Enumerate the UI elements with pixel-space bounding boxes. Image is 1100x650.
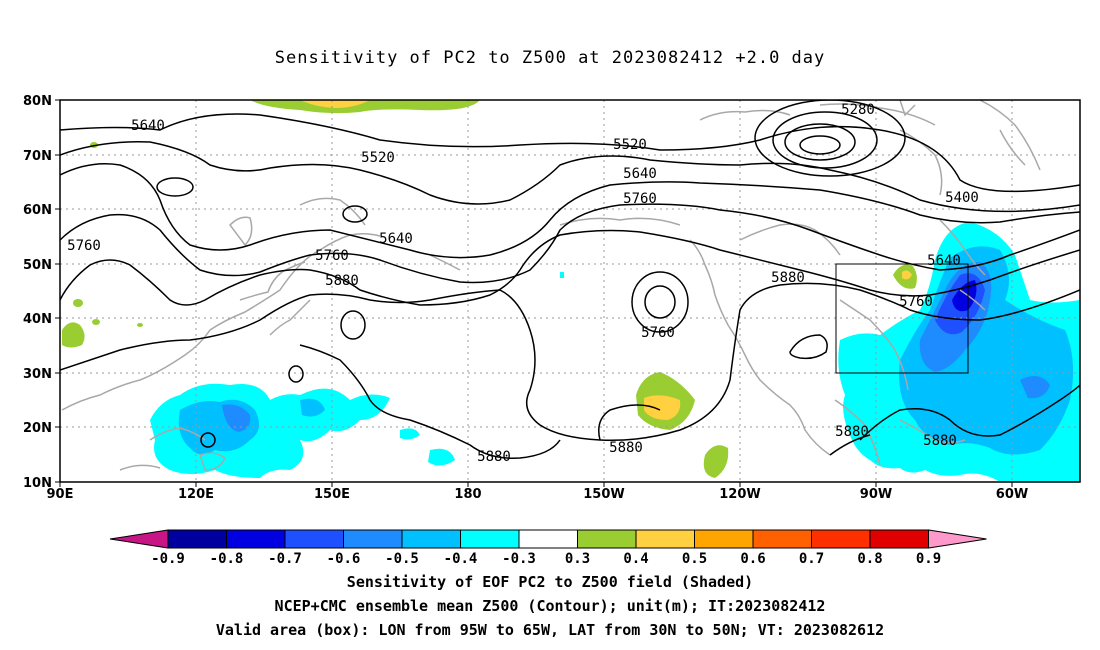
shade-negative-spot xyxy=(300,398,325,417)
lon-label: 150W xyxy=(583,487,624,502)
colorbar-end-low xyxy=(109,529,169,549)
colorbar-end-high xyxy=(928,529,987,549)
shade-negative-atlantic-core xyxy=(952,280,977,312)
latitude-labels: 80N 70N 60N 50N 40N 30N 20N 10N xyxy=(23,94,52,491)
contour-label: 5880 xyxy=(477,449,511,465)
valid-area-box xyxy=(835,263,969,374)
contour-label: 5760 xyxy=(641,325,675,341)
lat-label: 70N xyxy=(23,149,52,164)
lon-label: 90W xyxy=(860,487,892,502)
lat-label: 60N xyxy=(23,203,52,218)
longitude-labels: 90E 120E 150E 180 150W 120W 90W 60W xyxy=(47,487,1029,502)
colorbar-segment xyxy=(284,529,344,549)
lon-label: 120W xyxy=(719,487,760,502)
lon-label: 60W xyxy=(996,487,1028,502)
axis-ticks xyxy=(55,99,1013,487)
colorbar-segment xyxy=(401,529,461,549)
lon-label: 150E xyxy=(314,487,350,502)
contour-label: 5880 xyxy=(923,433,957,449)
contour-label: 5520 xyxy=(361,150,395,166)
lat-label: 40N xyxy=(23,312,52,327)
map-frame-border xyxy=(59,99,1081,483)
colorbar-segment xyxy=(635,529,695,549)
contour-label: 5880 xyxy=(609,440,643,456)
colorbar-tick-label: 0.7 xyxy=(799,551,824,567)
colorbar-segment xyxy=(869,529,929,549)
shade-negative-west-pacific-core xyxy=(222,404,251,432)
lat-label: 50N xyxy=(23,258,52,273)
colorbar-tick-label: 0.6 xyxy=(740,551,765,567)
contour-label: 5640 xyxy=(379,231,413,247)
shade-negative-spot xyxy=(400,428,420,440)
colorbar-segment xyxy=(752,529,812,549)
colorbar-tick-label: -0.5 xyxy=(385,551,419,567)
colorbar-tick-label: 0.9 xyxy=(916,551,941,567)
colorbar-segment xyxy=(694,529,754,549)
contour-label: 5760 xyxy=(623,191,657,207)
shade-positive-spot xyxy=(137,323,143,327)
colorbar-segment xyxy=(518,529,578,549)
shade-positive-west xyxy=(62,322,85,348)
lon-label: 90E xyxy=(47,487,74,502)
z500-contours xyxy=(60,100,1080,459)
map-plot-area xyxy=(60,100,1080,482)
colorbar-tick-label: 0.5 xyxy=(682,551,707,567)
contour-label: 5640 xyxy=(131,118,165,134)
shade-negative-spot xyxy=(428,448,455,466)
contour-label: 5640 xyxy=(623,166,657,182)
colorbar-tick-label: -0.4 xyxy=(444,551,478,567)
contour-label: 5880 xyxy=(835,424,869,440)
shade-positive-central-pacific-core xyxy=(644,395,681,420)
colorbar-segment xyxy=(343,529,403,549)
colorbar-tick-label: 0.4 xyxy=(623,551,648,567)
caption-line-1: Sensitivity of EOF PC2 to Z500 field (Sh… xyxy=(346,573,754,591)
lat-label: 30N xyxy=(23,367,52,382)
map-title: Sensitivity of PC2 to Z500 at 2023082412… xyxy=(274,48,826,68)
shade-positive-south xyxy=(703,445,729,478)
lat-label: 10N xyxy=(23,476,52,491)
shade-negative-spot xyxy=(560,272,564,278)
contour-label: 5520 xyxy=(613,137,647,153)
sensitivity-shading xyxy=(62,100,1080,482)
colorbar-tick-label: -0.9 xyxy=(151,551,185,567)
shade-positive-spot xyxy=(92,319,100,325)
lon-label: 120E xyxy=(178,487,214,502)
caption-line-2: NCEP+CMC ensemble mean Z500 (Contour); u… xyxy=(274,597,826,615)
colorbar-tick-label: 0.3 xyxy=(565,551,590,567)
contour-label: 5400 xyxy=(945,190,979,206)
caption-line-3: Valid area (box): LON from 95W to 65W, L… xyxy=(215,621,885,639)
contour-label: 5280 xyxy=(841,102,875,118)
colorbar-tick-label: -0.3 xyxy=(502,551,536,567)
lat-label: 80N xyxy=(23,94,52,109)
contour-label: 5760 xyxy=(67,238,101,254)
colorbar-labels: -0.9 -0.8 -0.7 -0.6 -0.5 -0.4 -0.3 0.3 0.4 0.5 0.6… xyxy=(151,551,941,567)
colorbar-segment xyxy=(460,529,520,549)
shade-positive-spot xyxy=(73,299,83,307)
lat-label: 20N xyxy=(23,421,52,436)
colorbar-segment xyxy=(811,529,871,549)
shade-negative-spot xyxy=(1020,376,1050,399)
lon-label: 180 xyxy=(454,487,481,502)
colorbar-tick-label: -0.7 xyxy=(268,551,302,567)
contour-labels: 5640 5520 5760 5640 5760 5880 5520 5640 5760 5760… xyxy=(67,102,979,465)
colorbar-segment xyxy=(577,529,637,549)
contour-label: 5760 xyxy=(315,248,349,264)
shade-positive-box-core xyxy=(902,270,912,280)
colorbar-segment xyxy=(226,529,286,549)
shade-positive-arctic xyxy=(250,100,480,114)
contour-label: 5880 xyxy=(771,270,805,286)
contour-label: 5760 xyxy=(899,294,933,310)
contour-label: 5640 xyxy=(927,253,961,269)
colorbar-tick-label: -0.8 xyxy=(210,551,244,567)
colorbar xyxy=(109,529,987,549)
colorbar-tick-label: 0.8 xyxy=(857,551,882,567)
colorbar-tick-label: -0.6 xyxy=(327,551,361,567)
contour-label: 5880 xyxy=(325,273,359,289)
shade-positive-arctic-core xyxy=(300,100,370,108)
coastlines xyxy=(61,100,1041,471)
colorbar-segment xyxy=(167,529,227,549)
